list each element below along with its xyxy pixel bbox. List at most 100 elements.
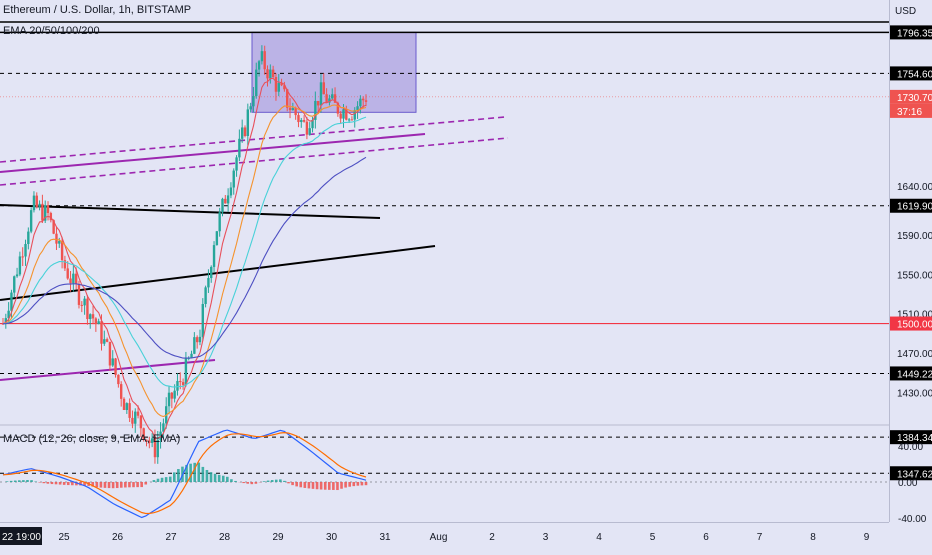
- candle-body: [306, 122, 308, 135]
- candle-body: [323, 82, 325, 94]
- candle-body: [140, 416, 142, 429]
- candle-body: [179, 381, 181, 382]
- candle-body: [72, 274, 74, 284]
- candle-body: [269, 70, 271, 79]
- candle-body: [233, 171, 235, 188]
- macd-histogram-bar: [222, 476, 225, 482]
- macd-histogram-bar: [169, 477, 172, 482]
- macd-histogram-bar: [22, 480, 25, 482]
- macd-histogram-bar: [308, 482, 311, 488]
- candle-body: [30, 210, 32, 231]
- candle-body: [117, 375, 119, 384]
- candle-body: [230, 187, 232, 195]
- candle-body: [213, 245, 215, 267]
- macd-histogram-bar: [197, 463, 200, 482]
- macd-histogram-bar: [108, 482, 111, 488]
- macd-histogram-bar: [348, 482, 351, 487]
- time-axis[interactable]: [0, 522, 889, 551]
- candle-body: [348, 119, 350, 120]
- candle-body: [196, 337, 198, 342]
- candle-body: [359, 99, 361, 107]
- candle-body: [137, 412, 139, 416]
- candle-body: [354, 110, 356, 119]
- price-axis[interactable]: [889, 0, 932, 522]
- macd-histogram-bar: [218, 475, 221, 482]
- candle-body: [216, 231, 218, 245]
- macd-histogram-bar: [100, 482, 103, 488]
- channel-dashed-upper: [0, 117, 505, 162]
- macd-histogram-bar: [328, 482, 331, 490]
- macd-histogram-bar: [189, 464, 192, 482]
- macd-histogram-bar: [42, 482, 45, 483]
- macd-histogram-bar: [336, 482, 339, 490]
- macd-histogram-bar: [124, 482, 127, 487]
- candle-body: [331, 94, 333, 98]
- candle-body: [19, 256, 21, 274]
- macd-histogram-bar: [128, 482, 131, 487]
- macd-histogram-bar: [132, 482, 135, 487]
- candle-body: [365, 100, 367, 102]
- lower-channel-line: [0, 360, 215, 380]
- candle-body: [224, 199, 226, 204]
- channel-upper-line: [0, 134, 425, 172]
- macd-histogram-bar: [332, 482, 335, 490]
- macd-histogram-bar: [275, 480, 278, 482]
- macd-histogram-bar: [295, 482, 298, 486]
- candle-body: [255, 70, 257, 96]
- candle-body: [47, 205, 49, 213]
- ema100-line: [3, 117, 366, 387]
- candle-body: [69, 279, 71, 284]
- macd-histogram-bar: [287, 482, 290, 483]
- candle-body: [309, 128, 311, 134]
- symbol-title[interactable]: Ethereum / U.S. Dollar, 1h, BITSTAMP: [3, 4, 191, 16]
- candle-body: [126, 403, 128, 410]
- candle-body: [92, 314, 94, 318]
- candle-body: [55, 234, 57, 244]
- macd-histogram-bar: [279, 479, 282, 482]
- macd-histogram-bar: [144, 482, 147, 485]
- candle-body: [193, 337, 195, 354]
- candle-body: [275, 77, 277, 92]
- candle-body: [97, 321, 99, 324]
- macd-histogram-bar: [10, 481, 13, 482]
- macd-histogram-bar: [206, 470, 209, 482]
- candle-body: [171, 393, 173, 399]
- ema200-line: [3, 157, 366, 358]
- candle-body: [221, 199, 223, 212]
- macd-histogram-bar: [320, 482, 323, 490]
- candle-body: [252, 96, 254, 106]
- candle-body: [204, 287, 206, 304]
- candle-body: [78, 284, 80, 305]
- macd-histogram-bar: [283, 481, 286, 482]
- candle-body: [289, 108, 291, 110]
- candle-body: [263, 51, 265, 69]
- candle-body: [134, 412, 136, 424]
- candle-body: [247, 109, 249, 136]
- macd-indicator-legend[interactable]: MACD (12, 26, close, 9, EMA, EMA): [3, 433, 180, 445]
- macd-histogram-bar: [255, 482, 258, 484]
- candle-body: [300, 120, 302, 122]
- candle-body: [303, 120, 305, 122]
- macd-histogram-bar: [214, 474, 217, 482]
- macd-histogram-bar: [210, 472, 213, 482]
- candle-body: [294, 108, 296, 115]
- candle-body: [244, 127, 246, 136]
- candle-body: [261, 51, 263, 61]
- candle-body: [238, 139, 240, 158]
- candle-body: [75, 274, 77, 284]
- macd-histogram-bar: [51, 482, 54, 484]
- macd-histogram-bar: [365, 482, 368, 485]
- candle-body: [10, 293, 12, 311]
- candle-body: [176, 381, 178, 391]
- macd-histogram-bar: [312, 482, 315, 489]
- candle-body: [58, 241, 60, 244]
- macd-histogram-bar: [96, 482, 99, 487]
- candle-body: [89, 314, 91, 319]
- macd-histogram-bar: [226, 477, 229, 482]
- ema-indicator-legend[interactable]: EMA 20/50/100/200: [3, 25, 100, 37]
- currency-label[interactable]: USD: [895, 6, 916, 17]
- candle-body: [168, 393, 170, 407]
- candle-body: [227, 195, 229, 203]
